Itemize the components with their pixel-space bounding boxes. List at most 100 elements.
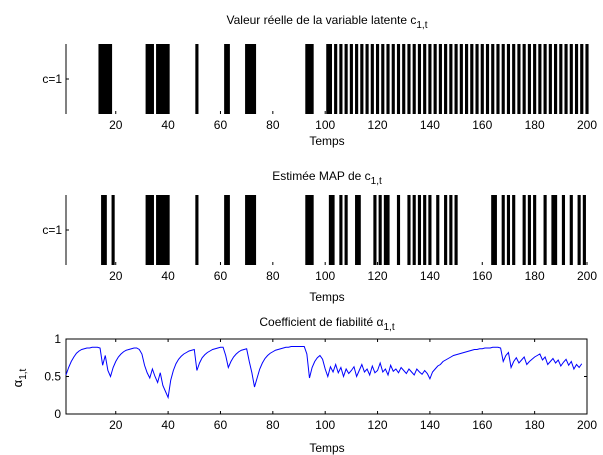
x-tick-label: 140 xyxy=(420,269,440,283)
x-tick-label: 160 xyxy=(472,118,492,132)
x-tick-label: 160 xyxy=(472,269,492,283)
event-bar xyxy=(98,44,102,114)
panel1-xlabel: Temps xyxy=(309,134,344,148)
panel-map-estimate: Estimée MAP de c1,t c=1 20 40 60 80 100 120 14… xyxy=(42,169,597,304)
x-tick-label: 100 xyxy=(315,269,335,283)
event-bar xyxy=(166,195,170,265)
event-bar xyxy=(433,44,437,114)
event-bar xyxy=(226,44,230,114)
event-bar xyxy=(161,44,165,114)
x-tick-label: 100 xyxy=(315,118,335,132)
event-bar xyxy=(527,44,531,114)
event-bar xyxy=(402,44,406,114)
event-bar xyxy=(491,44,495,114)
panel-true-latent: Valeur réelle de la variable latente c1,… xyxy=(42,13,597,148)
event-bar xyxy=(378,195,382,265)
event-bar xyxy=(407,44,411,114)
event-bar xyxy=(103,195,107,265)
event-bar xyxy=(111,195,115,265)
event-bar xyxy=(574,44,579,114)
event-bar xyxy=(449,44,453,114)
event-bar xyxy=(305,195,309,265)
event-bar xyxy=(305,44,309,114)
event-bar xyxy=(355,44,359,114)
event-bar xyxy=(407,195,411,265)
event-bar xyxy=(543,195,547,265)
event-bar xyxy=(108,44,113,114)
event-bar xyxy=(339,195,343,265)
event-bar xyxy=(344,195,348,265)
event-bar xyxy=(383,195,387,265)
event-bar xyxy=(106,44,110,114)
event-bar xyxy=(454,44,458,114)
x-tick-label: 120 xyxy=(368,118,388,132)
event-bar xyxy=(459,44,463,114)
event-bar xyxy=(554,44,558,114)
event-bar xyxy=(247,195,251,265)
event-bar xyxy=(386,44,390,114)
event-bar xyxy=(381,44,385,114)
x-tick-label: 40 xyxy=(161,269,175,283)
y-tick-label: 0.5 xyxy=(44,370,61,384)
panel2-ytick-label: c=1 xyxy=(42,223,62,237)
x-tick-label: 40 xyxy=(161,118,175,132)
event-bar xyxy=(101,44,105,114)
event-bar xyxy=(158,195,162,265)
event-bar xyxy=(551,195,555,265)
x-tick-label: 80 xyxy=(266,269,280,283)
event-bar xyxy=(355,195,359,265)
event-bar xyxy=(465,44,469,114)
x-tick-label: 200 xyxy=(577,418,597,432)
event-bar xyxy=(252,44,257,114)
event-bar xyxy=(101,195,105,265)
event-bar xyxy=(386,195,390,265)
x-tick-label: 140 xyxy=(420,418,440,432)
event-bar xyxy=(103,44,107,114)
x-tick-label: 60 xyxy=(214,118,228,132)
x-tick-label: 200 xyxy=(577,269,597,283)
event-bar xyxy=(480,44,484,114)
event-bar xyxy=(145,44,149,114)
event-bar xyxy=(331,195,335,265)
event-bar xyxy=(417,44,422,114)
event-bar xyxy=(527,195,531,265)
event-bar xyxy=(548,44,552,114)
panel3-x-ticks: 20 40 60 80 100 120 140 160 180 200 xyxy=(109,339,597,432)
event-bar xyxy=(365,44,369,114)
reliability-series-line xyxy=(65,346,583,400)
event-bar xyxy=(252,195,257,265)
panel2-bars xyxy=(101,195,586,265)
event-bar xyxy=(506,44,511,114)
event-bar xyxy=(412,44,416,114)
x-tick-label: 60 xyxy=(214,269,228,283)
event-bar xyxy=(307,44,312,114)
event-bar xyxy=(506,195,511,265)
event-bar xyxy=(373,195,377,265)
event-bar xyxy=(224,195,228,265)
event-bar xyxy=(428,44,432,114)
x-tick-label: 180 xyxy=(525,418,545,432)
panel2-title: Estimée MAP de c1,t xyxy=(272,169,382,187)
x-tick-label: 20 xyxy=(109,418,123,432)
event-bar xyxy=(166,44,170,114)
event-bar xyxy=(344,44,348,114)
event-bar xyxy=(569,44,573,114)
event-bar xyxy=(370,44,374,114)
event-bar xyxy=(470,44,474,114)
event-bar xyxy=(561,195,566,265)
event-bar xyxy=(250,44,254,114)
panel1-title: Valeur réelle de la variable latente c1,… xyxy=(226,13,427,31)
y-tick-label: 0 xyxy=(54,407,61,421)
x-tick-label: 200 xyxy=(577,118,597,132)
event-bar xyxy=(195,44,199,114)
event-bar xyxy=(247,44,251,114)
y-tick-label: 1 xyxy=(54,332,61,346)
event-bar xyxy=(245,195,249,265)
event-bar xyxy=(475,44,479,114)
event-bar xyxy=(582,195,586,265)
event-bar xyxy=(485,44,490,114)
event-bar xyxy=(360,44,364,114)
event-bar xyxy=(512,195,516,265)
event-bar xyxy=(307,195,312,265)
